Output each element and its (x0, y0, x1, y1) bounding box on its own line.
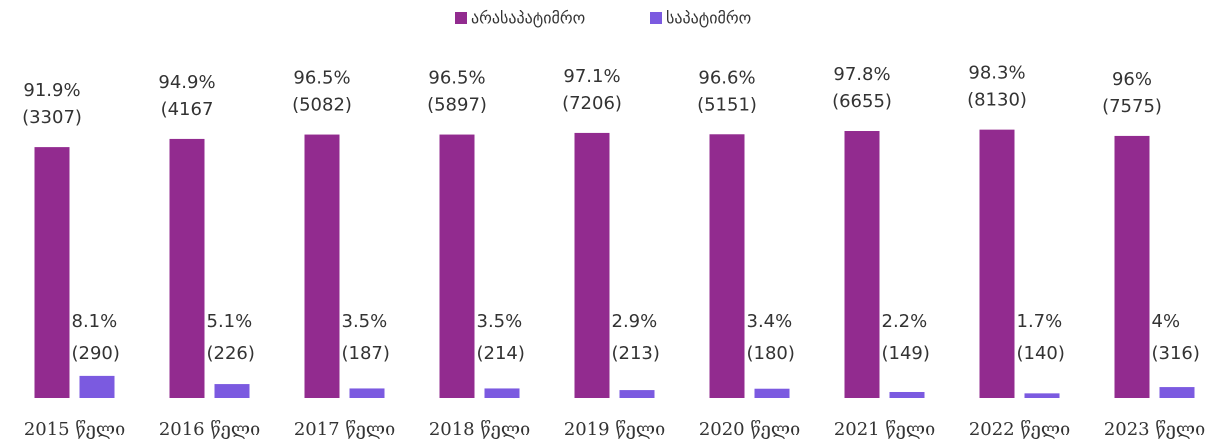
x-tick-label: 2022 წელი (969, 419, 1070, 440)
x-tick-label: 2019 წელი (564, 419, 665, 440)
bar (214, 384, 250, 398)
count-label: (5082) (292, 95, 352, 116)
count-label: (3307) (22, 107, 82, 128)
bar (304, 134, 340, 398)
x-tick-label: 2020 წელი (699, 419, 800, 440)
value-label: 96.6% (698, 67, 755, 88)
bar (34, 147, 70, 398)
bar (1024, 393, 1060, 398)
count-label: (7575) (1102, 96, 1162, 117)
value-label: 91.9% (23, 80, 80, 101)
count-label: (290) (72, 343, 120, 364)
bar (439, 134, 475, 398)
x-tick-label: 2018 წელი (429, 419, 530, 440)
value-label: 3.5% (477, 311, 523, 332)
x-tick-label: 2015 წელი (24, 419, 125, 440)
x-tick-label: 2017 წელი (294, 419, 395, 440)
count-label: (316) (1152, 343, 1200, 364)
bar (844, 131, 880, 399)
count-label: (140) (1017, 343, 1065, 364)
x-tick-label: 2016 წელი (159, 419, 260, 440)
count-label: (187) (342, 343, 390, 364)
count-label: (5897) (427, 95, 487, 116)
count-label: (214) (477, 343, 525, 364)
bar (979, 129, 1015, 399)
legend-label: საპატიმრო (666, 9, 751, 28)
count-label: (8130) (967, 90, 1027, 111)
bar (169, 138, 205, 398)
bar (709, 134, 745, 399)
value-label: 2.9% (612, 311, 658, 332)
value-label: 1.7% (1017, 311, 1063, 332)
count-label: (180) (747, 343, 795, 364)
bar (889, 391, 925, 398)
bar (79, 375, 115, 398)
count-label: (226) (207, 343, 255, 364)
bar (574, 132, 610, 399)
legend-label: არასაპატიმრო (471, 9, 585, 28)
bar (619, 390, 655, 398)
value-label: 5.1% (207, 311, 253, 332)
value-label: 3.5% (342, 311, 388, 332)
value-label: 8.1% (72, 311, 118, 332)
bar (754, 388, 790, 398)
value-label: 97.8% (833, 64, 890, 85)
value-label: 96.5% (293, 68, 350, 89)
value-label: 96% (1112, 69, 1152, 90)
count-label: (5151) (697, 94, 757, 115)
value-label: 96.5% (428, 68, 485, 89)
count-label: (6655) (832, 91, 892, 112)
count-label: (7206) (562, 93, 622, 114)
count-label: (149) (882, 343, 930, 364)
value-label: 98.3% (968, 63, 1025, 84)
count-label: (4167 (161, 99, 214, 120)
bar (1159, 387, 1195, 398)
bar (1114, 135, 1150, 399)
value-label: 97.1% (563, 66, 620, 87)
value-label: 3.4% (747, 311, 793, 332)
legend-swatch (455, 12, 467, 24)
x-tick-label: 2021 წელი (834, 419, 935, 440)
bar (349, 388, 385, 398)
value-label: 94.9% (158, 72, 215, 93)
legend-swatch (650, 12, 662, 24)
bar (484, 388, 520, 398)
value-label: 2.2% (882, 311, 928, 332)
count-label: (213) (612, 343, 660, 364)
value-label: 4% (1152, 311, 1181, 332)
x-tick-label: 2023 წელი (1104, 419, 1205, 440)
